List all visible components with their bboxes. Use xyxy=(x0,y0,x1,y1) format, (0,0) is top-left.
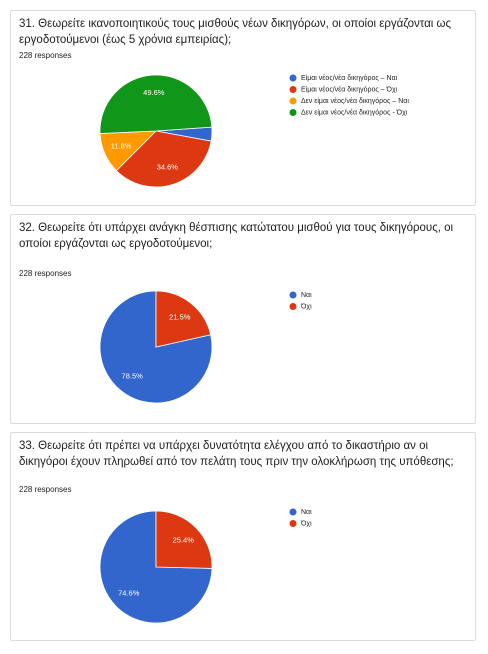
question-card: 31. Θεωρείτε ικανοποιητικούς τους μισθού… xyxy=(10,10,476,206)
question-card: 32. Θεωρείτε ότι υπάρχει ανάγκη θέσπισης… xyxy=(10,214,476,424)
slice-label: 25.4% xyxy=(173,535,195,544)
slice-label: 21.5% xyxy=(169,312,191,321)
legend-marker xyxy=(289,508,297,516)
legend-marker xyxy=(289,109,297,116)
legend-label: Δεν είμαι νέος/νέα δικηγόρος – Ναι xyxy=(301,97,409,105)
response-count: 228 responses xyxy=(19,51,72,60)
pie-chart: 74.6% 25.4% Ναι Όχι xyxy=(99,508,312,624)
pie-chart: 78.5% 21.5% Ναι Όχι xyxy=(99,290,312,404)
legend-marker xyxy=(289,303,297,310)
pie-chart: 34.6% 11.8% 49.6% Είμαι νέος/νέα δικηγόρος … xyxy=(99,74,409,188)
question-title: 32. Θεωρείτε ότι υπάρχει ανάγκη θέσπισης… xyxy=(19,222,454,250)
legend-marker xyxy=(289,86,297,93)
slice-label: 49.6% xyxy=(143,88,165,97)
slice-label: 11.8% xyxy=(111,141,132,150)
legend-marker xyxy=(289,520,297,527)
question-title: 31. Θεωρείτε ικανοποιητικούς τους μισθού… xyxy=(19,18,452,46)
slice-label: 34.6% xyxy=(157,162,179,171)
response-count: 228 responses xyxy=(19,485,72,494)
pie-slice xyxy=(99,510,213,624)
legend-label: Όχι xyxy=(300,520,312,527)
pie-slice xyxy=(115,130,212,188)
legend-label: Όχι xyxy=(300,303,312,310)
legend-label: Ναι xyxy=(301,509,312,516)
pie-slice xyxy=(99,290,213,404)
legend-label: Δεν είμαι νέος/νέα δικηγόρος - Όχι xyxy=(301,108,408,116)
legend-marker xyxy=(289,97,297,105)
pie-slice xyxy=(99,74,213,134)
legend-label: Είμαι νέος/νέα δικηγόρος – Όχι xyxy=(301,85,398,93)
question-title: 33. Θεωρείτε ότι πρέπει να υπάρχει δυνατ… xyxy=(19,440,454,468)
legend-label: Είμαι νέος/νέα δικηγόρος – Ναι xyxy=(301,74,398,82)
slice-label: 74.6% xyxy=(118,589,140,598)
legend-marker xyxy=(289,74,297,82)
pie-slice xyxy=(155,290,212,348)
response-count: 228 responses xyxy=(19,269,72,278)
slice-label: 78.5% xyxy=(122,372,144,381)
legend-label: Ναι xyxy=(301,292,312,299)
pie-slice xyxy=(155,510,213,569)
legend-marker xyxy=(289,291,297,299)
question-card: 33. Θεωρείτε ότι πρέπει να υπάρχει δυνατ… xyxy=(10,432,476,641)
